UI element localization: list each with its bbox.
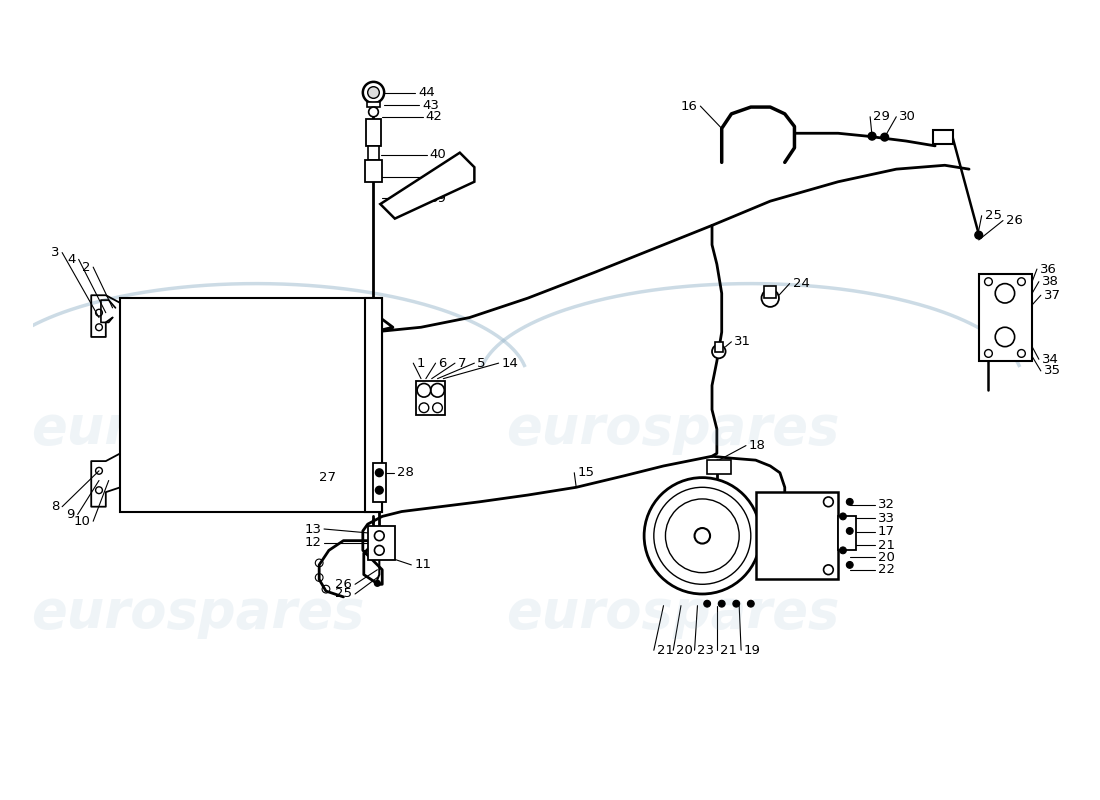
Text: 36: 36	[1040, 262, 1057, 275]
Circle shape	[718, 600, 725, 607]
Text: 21: 21	[657, 644, 673, 657]
Text: 40: 40	[430, 148, 447, 161]
Text: 37: 37	[1044, 289, 1060, 302]
Circle shape	[846, 498, 854, 506]
Polygon shape	[381, 153, 474, 218]
Text: 21: 21	[719, 644, 737, 657]
Bar	[365, 118, 382, 146]
Text: 38: 38	[1042, 275, 1058, 288]
Bar	[756, 492, 838, 579]
Circle shape	[367, 86, 380, 98]
Circle shape	[375, 486, 383, 494]
Text: 27: 27	[319, 471, 336, 484]
Text: 25: 25	[336, 587, 352, 601]
Bar	[373, 463, 386, 502]
Text: 23: 23	[697, 644, 715, 657]
Text: 43: 43	[422, 98, 439, 112]
Text: 21: 21	[878, 539, 895, 552]
Text: 6: 6	[439, 357, 447, 370]
Bar	[416, 381, 446, 414]
Circle shape	[645, 478, 760, 594]
Text: 1: 1	[416, 357, 425, 370]
Text: 4: 4	[67, 253, 76, 266]
Bar	[120, 298, 382, 511]
Circle shape	[975, 231, 982, 239]
Text: 32: 32	[878, 498, 895, 511]
Text: 2: 2	[81, 261, 90, 274]
Text: 13: 13	[304, 522, 321, 535]
Bar	[933, 130, 953, 144]
Circle shape	[694, 528, 711, 543]
Bar	[367, 526, 395, 560]
Text: eurospares: eurospares	[31, 403, 364, 455]
Text: 20: 20	[676, 644, 693, 657]
Circle shape	[881, 134, 889, 141]
Text: 24: 24	[792, 277, 810, 290]
Circle shape	[846, 527, 854, 534]
Circle shape	[375, 469, 383, 477]
Text: 33: 33	[878, 512, 895, 525]
Text: 8: 8	[51, 500, 59, 513]
Text: 16: 16	[681, 100, 697, 113]
Text: 29: 29	[873, 110, 890, 123]
Text: 17: 17	[878, 526, 895, 538]
Text: 30: 30	[899, 110, 916, 123]
Text: 42: 42	[426, 110, 442, 123]
Text: 11: 11	[415, 558, 431, 571]
Text: 25: 25	[984, 210, 1002, 222]
Circle shape	[747, 600, 755, 607]
Text: 41: 41	[430, 170, 447, 183]
Circle shape	[868, 132, 876, 140]
Circle shape	[761, 290, 779, 307]
Bar	[979, 274, 1032, 362]
Text: 35: 35	[1044, 365, 1060, 378]
Text: 28: 28	[397, 466, 414, 479]
Text: 19: 19	[744, 644, 761, 657]
Text: eurospares: eurospares	[506, 587, 840, 639]
Text: 9: 9	[66, 508, 75, 521]
Text: 22: 22	[878, 563, 895, 576]
Text: 12: 12	[304, 536, 321, 549]
Circle shape	[368, 107, 378, 117]
Circle shape	[846, 562, 854, 568]
Bar	[365, 298, 382, 511]
Circle shape	[363, 82, 384, 103]
Text: 14: 14	[502, 357, 518, 370]
Bar	[366, 102, 381, 107]
Circle shape	[704, 600, 711, 607]
Text: 20: 20	[878, 550, 894, 564]
Text: eurospares: eurospares	[506, 403, 840, 455]
Text: 31: 31	[735, 335, 751, 348]
Text: 5: 5	[477, 357, 486, 370]
Text: 26: 26	[336, 578, 352, 590]
Bar	[715, 342, 723, 351]
Text: 7: 7	[458, 357, 466, 370]
Bar	[764, 286, 776, 298]
Circle shape	[839, 513, 846, 520]
Text: 3: 3	[51, 246, 59, 259]
Bar	[707, 460, 732, 474]
Text: 39: 39	[430, 192, 447, 205]
Text: 10: 10	[74, 514, 90, 528]
Bar	[838, 516, 856, 550]
Text: 44: 44	[418, 86, 434, 99]
Text: eurospares: eurospares	[31, 587, 364, 639]
Text: 26: 26	[1005, 214, 1023, 227]
Bar	[367, 146, 380, 161]
Circle shape	[733, 600, 739, 607]
Text: 18: 18	[749, 439, 766, 452]
Circle shape	[374, 581, 381, 586]
Bar	[365, 161, 382, 182]
Circle shape	[839, 547, 846, 554]
Text: 34: 34	[1042, 353, 1058, 366]
Circle shape	[712, 345, 726, 358]
Text: 15: 15	[578, 466, 594, 479]
